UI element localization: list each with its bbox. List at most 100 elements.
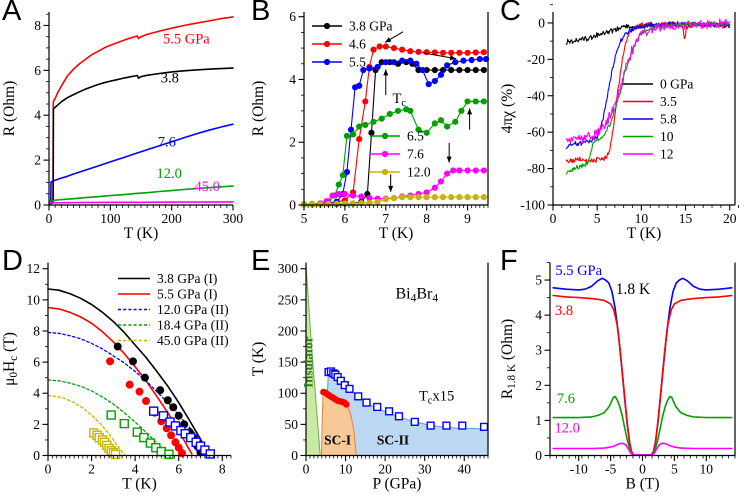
panel-letter-a: A [2, 0, 22, 27]
svg-text:2: 2 [34, 153, 41, 168]
svg-text:150: 150 [278, 355, 299, 370]
svg-text:0: 0 [46, 211, 53, 226]
svg-text:4: 4 [132, 462, 139, 477]
panel-letter-f: F [500, 245, 518, 277]
legend-0: 0 GPa 3.5 5.8 10 12 [623, 77, 693, 162]
x-axis-label: T (K) [124, 225, 159, 242]
svg-text:12: 12 [660, 147, 674, 162]
plot-label-2: Insulator [301, 336, 316, 388]
svg-text:-80: -80 [527, 161, 545, 176]
svg-text:5: 5 [594, 211, 601, 226]
series-45.0 GPa [49, 201, 234, 204]
svg-text:0: 0 [289, 198, 296, 213]
annotation-arrow [383, 69, 389, 96]
series-12.0 GPa [552, 442, 733, 456]
svg-text:40: 40 [458, 462, 472, 477]
series-5.8 GPa [565, 21, 731, 150]
axes: 0 2 4 6 8 0 2 4 6 8 10 12 [27, 261, 232, 477]
chart-c: 0 5 10 15 20 0 -20 -40 -60 -80 -100 T (K) 4πχ (%) 0 G… [499, 4, 739, 242]
plot-label-4: 12.0 [555, 421, 580, 437]
panel-letter-d: D [2, 245, 23, 277]
svg-text:200: 200 [278, 323, 299, 338]
svg-text:12: 12 [27, 261, 41, 276]
chart-b: 5 6 7 8 9 0 2 4 6 T (K) R (Ohm) 3.8 GPa 4.6 5.5 6.5 7.6… [250, 9, 490, 242]
svg-text:6: 6 [33, 355, 40, 370]
series-7.6 GPa [552, 395, 733, 456]
svg-text:0: 0 [291, 448, 298, 463]
svg-text:6: 6 [175, 462, 182, 477]
svg-text:0: 0 [535, 448, 542, 463]
x-axis-label: T (K) [627, 225, 662, 242]
series-fit 45.0 GPa (II) [47, 394, 125, 456]
svg-text:0: 0 [33, 448, 40, 463]
svg-text:2: 2 [88, 462, 95, 477]
svg-text:100: 100 [278, 386, 299, 401]
svg-text:12.0 GPa (II): 12.0 GPa (II) [157, 302, 229, 317]
legend-0: 3.8 GPa 4.6 5.5 [312, 19, 393, 70]
plot-label-1: 3.8 [161, 71, 179, 87]
chart-e: 0 10 20 30 40 0 50 100 150 200 250 300 P (GPa) T (K) B… [250, 261, 489, 493]
panel-c: C 0 5 10 15 20 0 -20 -40 -60 -80 -100 T (K) 4πχ (%) 0… [498, 0, 747, 250]
chart-d: 0 2 4 6 8 0 2 4 6 8 10 12 T (K) μ0Hc (T) 3.8 GPa (I)5.… [1, 261, 232, 493]
svg-text:8: 8 [33, 323, 40, 338]
x-axis-label: B (T) [625, 476, 659, 493]
svg-text:4: 4 [535, 308, 542, 323]
svg-text:4: 4 [34, 108, 41, 123]
svg-text:18.4 GPa (II): 18.4 GPa (II) [157, 318, 229, 333]
plot-label-0: Bi4Br4 [395, 286, 438, 305]
series-3.8 GPa [49, 67, 234, 205]
svg-text:30: 30 [418, 462, 432, 477]
svg-text:0: 0 [639, 462, 646, 477]
series-10 GPa [565, 20, 731, 175]
series-12 GPa [565, 18, 731, 144]
series-fit 18.4 GPa (II) [47, 379, 171, 456]
y-axis-label: R1.8 K (Ohm) [499, 319, 518, 399]
x-axis-label: T (K) [379, 225, 414, 242]
annotation-arrow [384, 31, 404, 43]
series-5.5 GPa [552, 277, 733, 456]
svg-text:0: 0 [45, 462, 52, 477]
svg-text:-5: -5 [605, 462, 616, 477]
plot-label-0: 5.5 GPa [555, 263, 602, 279]
svg-text:10: 10 [700, 462, 714, 477]
series-3.8 GPa [300, 59, 488, 208]
annotation-arrow [446, 142, 452, 163]
series-6.5 GPa [300, 98, 488, 208]
legend-0: 3.8 GPa (I)5.5 GPa (I)12.0 GPa (II)18.4 … [118, 271, 229, 348]
svg-text:8: 8 [423, 211, 430, 226]
axes: -10 -5 0 5 10 0 1 2 3 4 5 [535, 262, 736, 477]
plot-label-1: 1.8 K [616, 281, 651, 298]
axes: 0 5 10 15 20 0 -20 -40 -60 -80 -100 [520, 4, 739, 226]
svg-text:250: 250 [278, 292, 299, 307]
svg-text:4.6: 4.6 [349, 37, 366, 52]
svg-text:7: 7 [382, 211, 389, 226]
svg-text:8: 8 [219, 462, 226, 477]
series-fit 3.8 GPa (I) [47, 288, 209, 455]
svg-text:5: 5 [671, 462, 678, 477]
y-axis-label: 4πχ (%) [499, 84, 516, 134]
plot-label-3: 7.6 [557, 391, 575, 407]
chart-f: -10 -5 0 5 10 0 1 2 3 4 5 B (T) R1.8 K (Ohm) 5.5 GPa 1… [499, 262, 736, 493]
svg-text:50: 50 [285, 417, 299, 432]
panel-a: A 0 100 200 300 0 2 4 6 8 T (K) R (Ohm) 5.5 GPa 3.8 7… [0, 0, 249, 250]
svg-text:6: 6 [342, 211, 349, 226]
y-axis-label: μ0Hc (T) [1, 332, 20, 386]
svg-text:10: 10 [635, 211, 649, 226]
svg-text:3.8 GPa: 3.8 GPa [349, 19, 393, 34]
panel-letter-e: E [251, 245, 271, 277]
svg-text:10: 10 [660, 129, 674, 144]
svg-text:3.8 GPa (I): 3.8 GPa (I) [157, 271, 217, 286]
annotation-arrow [422, 52, 457, 61]
svg-text:3.5: 3.5 [660, 94, 677, 109]
axes: 5 6 7 8 9 0 2 4 6 [289, 9, 489, 226]
series-7.6 GPa [49, 123, 234, 206]
plot-label-2: 7.6 [158, 135, 176, 151]
y-axis-label: R (Ohm) [1, 81, 18, 137]
svg-text:2: 2 [33, 417, 40, 432]
series-12.0 GPa [300, 194, 488, 208]
series-data 12.0 GPa (II) [148, 406, 216, 459]
plot-label-0: Tc [393, 91, 407, 109]
x-axis-label: P (GPa) [373, 476, 422, 493]
series-5.5 GPa [49, 16, 234, 205]
svg-text:-10: -10 [570, 462, 588, 477]
